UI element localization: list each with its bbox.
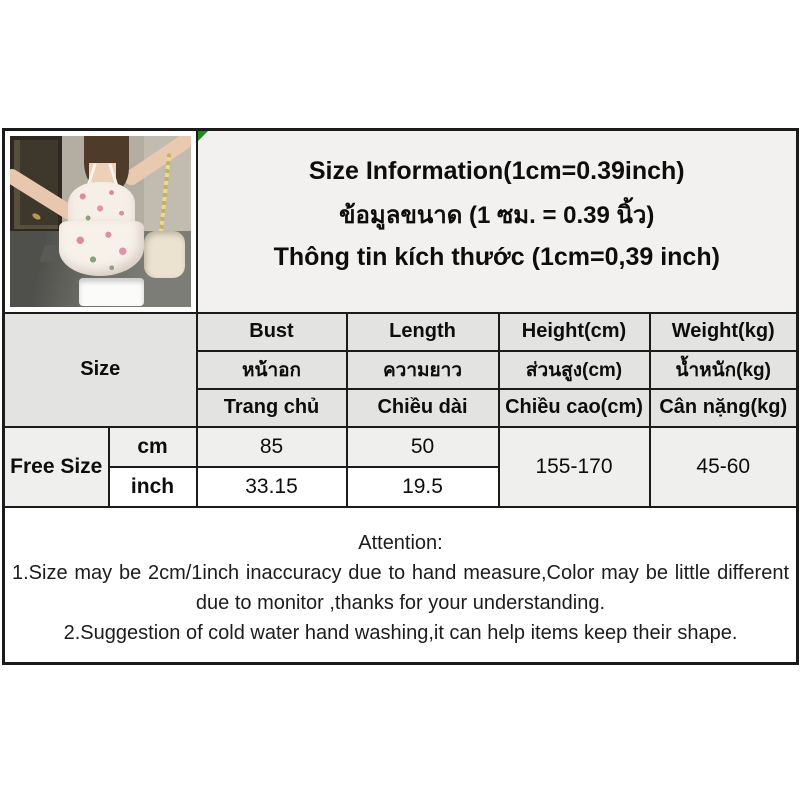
title-english: Size Information(1cm=0.39inch) [308, 156, 685, 185]
header-bust-vi: Trang chủ [195, 387, 348, 428]
unit-inch-label: inch [107, 465, 198, 508]
header-length-th: ความยาว [345, 349, 500, 390]
attention-heading: Attention: [358, 531, 443, 554]
size-corner-cell: Size [2, 311, 198, 428]
attention-line-3: 2.Suggestion of cold water hand washing,… [63, 621, 738, 644]
header-bust-en: Bust [195, 311, 348, 352]
header-row-english: Size Bust Length Height(cm) Weight(kg) [2, 311, 799, 428]
length-cm-value: 50 [345, 425, 500, 468]
data-row-cm: Free Size cm 85 50 155-170 45-60 [2, 425, 799, 508]
attention-row: Attention: 1.Size may be 2cm/1inch inacc… [2, 505, 799, 665]
photo-title-row: Size Information(1cm=0.39inch) ข้อมูลขนา… [2, 128, 799, 314]
attention-line-2: due to monitor ,thanks for your understa… [195, 591, 606, 614]
header-weight-vi: Cân nặng(kg) [648, 387, 799, 428]
title-vietnamese: Thông tin kích thước (1cm=0,39 inch) [273, 242, 720, 271]
product-photo [10, 136, 191, 307]
attention-cell: Attention: 1.Size may be 2cm/1inch inacc… [2, 505, 799, 665]
header-weight-en: Weight(kg) [648, 311, 799, 352]
header-row-vietnamese: Trang chủ Chiều dài Chiều cao(cm) Cân nặ… [4, 387, 799, 428]
size-table: Size Information(1cm=0.39inch) ข้อมูลขนา… [2, 128, 799, 665]
attention-line-1: 1.Size may be 2cm/1inch inaccuracy due t… [12, 561, 789, 584]
header-length-en: Length [345, 311, 500, 352]
unit-cm-label: cm [107, 425, 198, 468]
header-row-thai: หน้าอก ความยาว ส่วนสูง(cm) น้ำหนัก(kg) [4, 349, 799, 390]
title-thai: ข้อมูลขนาด (1 ซม. = 0.39 นิ้ว) [339, 201, 655, 229]
header-height-vi: Chiều cao(cm) [497, 387, 651, 428]
size-name-cell: Free Size [2, 425, 110, 508]
photo-floral-top-peplum [58, 221, 144, 276]
title-cell: Size Information(1cm=0.39inch) ข้อมูลขนา… [195, 128, 799, 314]
product-photo-cell [2, 128, 198, 314]
title-block: Size Information(1cm=0.39inch) ข้อมูลขนา… [199, 156, 796, 286]
photo-model-shorts [78, 277, 144, 307]
green-corner-flag-icon [198, 131, 208, 141]
header-weight-th: น้ำหนัก(kg) [648, 349, 799, 390]
length-inch-value: 19.5 [345, 465, 500, 508]
data-row-inch: inch 33.15 19.5 [4, 465, 798, 508]
header-bust-th: หน้าอก [195, 349, 348, 390]
photo-handbag [143, 231, 186, 278]
weight-range-value: 45-60 [648, 425, 799, 508]
header-height-th: ส่วนสูง(cm) [497, 349, 651, 390]
header-height-en: Height(cm) [497, 311, 651, 352]
header-length-vi: Chiều dài [345, 387, 500, 428]
bust-cm-value: 85 [195, 425, 348, 468]
height-range-value: 155-170 [497, 425, 651, 508]
bust-inch-value: 33.15 [195, 465, 348, 508]
